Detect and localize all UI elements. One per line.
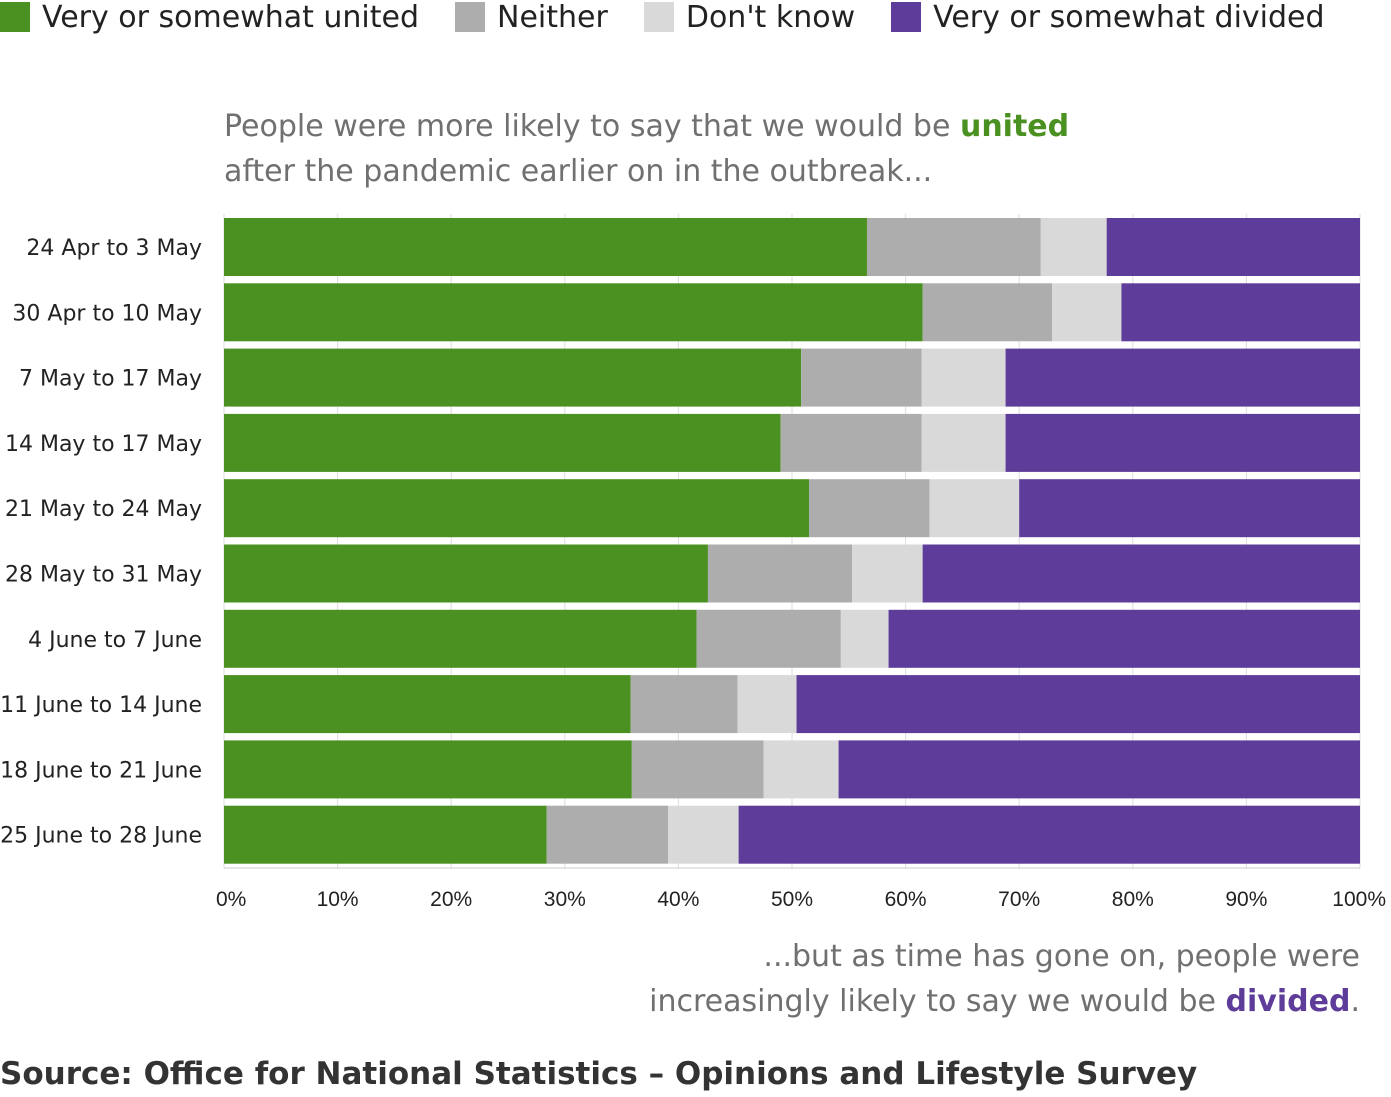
x-tick-label: 80%: [1112, 888, 1154, 911]
x-tick-label: 30%: [544, 888, 586, 911]
annotation-bottom-period: .: [1350, 984, 1360, 1019]
bar-segment: [1019, 479, 1360, 538]
legend-item: Don't know: [643, 0, 856, 35]
bar-segment: [780, 413, 922, 472]
bar-segment: [763, 740, 839, 799]
annotation-bottom-text: ...but as time has gone on, people were: [763, 939, 1360, 974]
bar-segment: [224, 218, 867, 276]
annotation-bottom: ...but as time has gone on, people were …: [649, 934, 1360, 1024]
bar-segment: [224, 413, 781, 472]
category-label: 14 May to 17 May: [5, 432, 202, 457]
bar-segment: [1005, 348, 1360, 407]
legend-label: Very or somewhat united: [42, 0, 420, 35]
bar-segment: [796, 675, 1360, 734]
bar-segment: [224, 283, 923, 342]
bar-segment: [696, 609, 841, 668]
x-tick-label: 60%: [885, 888, 927, 911]
legend-label: Neither: [497, 0, 608, 35]
annotation-top-text: People were more likely to say that we w…: [224, 109, 960, 144]
bar-segment: [224, 544, 708, 603]
category-label: 25 June to 28 June: [0, 824, 202, 849]
legend-swatch: [891, 2, 922, 32]
category-label: 21 May to 24 May: [5, 497, 202, 522]
bar-segment: [921, 413, 1006, 472]
x-tick-label: 20%: [430, 888, 472, 911]
bar-segment: [224, 675, 631, 734]
x-tick-label: 40%: [657, 888, 699, 911]
bar-segment: [224, 805, 547, 864]
bar-segment: [630, 675, 738, 734]
legend-item: Very or somewhat united: [0, 0, 419, 35]
category-label: 24 Apr to 3 May: [26, 236, 202, 261]
bar-segment: [866, 218, 1041, 276]
legend-swatch: [455, 2, 486, 32]
bar-segment: [738, 805, 1360, 864]
category-label: 18 June to 21 June: [0, 758, 202, 783]
annotation-top-text-2: after the pandemic earlier on in the out…: [224, 154, 933, 189]
annotation-top-highlight: united: [959, 109, 1070, 144]
bar-segment: [929, 479, 1020, 538]
bar-segment: [1005, 413, 1360, 472]
bar-segment: [921, 348, 1006, 407]
bar-segment: [852, 544, 923, 603]
bar-segment: [1052, 283, 1122, 342]
bar-segment: [1040, 218, 1107, 276]
bar-segment: [631, 740, 764, 799]
annotation-top: People were more likely to say that we w…: [224, 104, 1069, 194]
bar-segment: [840, 609, 889, 668]
x-tick-label: 70%: [998, 888, 1040, 911]
bar-segment: [922, 283, 1053, 342]
category-label: 11 June to 14 June: [0, 693, 202, 718]
category-label: 4 June to 7 June: [28, 628, 202, 653]
bar-segment: [224, 348, 802, 407]
stacked-bar-chart: 24 Apr to 3 May 30 Apr to 10 May 7 May to …: [0, 214, 1386, 911]
legend-swatch: [0, 2, 30, 32]
x-tick-label: 50%: [771, 888, 813, 911]
bar-segment: [1106, 218, 1360, 276]
bar-segment: [707, 544, 853, 603]
bar-segment: [546, 805, 669, 864]
bar-segment: [888, 609, 1360, 668]
category-label: 28 May to 31 May: [5, 563, 202, 588]
annotation-bottom-highlight: divided: [1225, 984, 1351, 1019]
x-tick-label: 0%: [216, 888, 246, 911]
category-label: 30 Apr to 10 May: [12, 301, 202, 326]
legend: Very or somewhat united Neither Don't know…: [0, 0, 1361, 35]
bar-segment: [224, 740, 632, 799]
bar-segment: [838, 740, 1360, 799]
x-tick-label: 100%: [1332, 888, 1386, 911]
bar-segment: [737, 675, 797, 734]
legend-item: Neither: [455, 0, 608, 35]
bar-segment: [1121, 283, 1360, 342]
source-note: Source: Office for National Statistics –…: [0, 1056, 1198, 1092]
x-tick-label: 10%: [317, 888, 359, 911]
bar-segment: [922, 544, 1360, 603]
legend-item: Very or somewhat divided: [891, 0, 1325, 35]
annotation-bottom-text-2: increasingly likely to say we would be: [649, 984, 1226, 1019]
category-label: 7 May to 17 May: [19, 367, 202, 392]
legend-label: Don't know: [685, 0, 856, 35]
x-tick-label: 90%: [1225, 888, 1267, 911]
legend-swatch: [643, 2, 674, 32]
bar-segment: [224, 609, 697, 668]
bar-segment: [668, 805, 739, 864]
bar-segment: [224, 479, 810, 538]
bar-segment: [801, 348, 922, 407]
bar-segment: [809, 479, 930, 538]
legend-label: Very or somewhat divided: [933, 0, 1325, 35]
